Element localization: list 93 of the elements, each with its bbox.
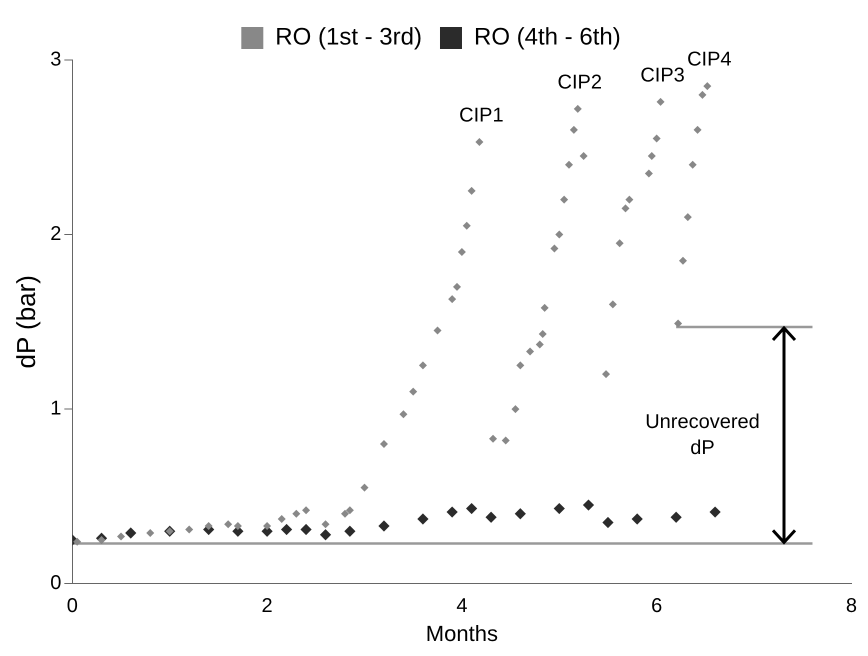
point bbox=[322, 520, 330, 528]
point bbox=[434, 326, 442, 335]
point bbox=[489, 434, 498, 443]
point bbox=[475, 138, 484, 146]
point bbox=[292, 510, 300, 518]
point bbox=[98, 536, 106, 544]
point bbox=[125, 527, 136, 539]
y-axis-title: dP (bar) bbox=[10, 275, 41, 369]
point bbox=[580, 152, 588, 160]
point bbox=[468, 186, 476, 195]
point bbox=[688, 160, 697, 169]
point bbox=[550, 244, 558, 252]
point bbox=[621, 204, 630, 212]
point bbox=[448, 295, 456, 304]
point bbox=[234, 522, 242, 530]
point bbox=[625, 196, 634, 204]
point bbox=[224, 520, 232, 528]
annotation: CIP3 bbox=[640, 64, 685, 86]
x-tick-label: 6 bbox=[651, 595, 662, 618]
annotation: CIP1 bbox=[459, 104, 504, 127]
point bbox=[486, 512, 497, 523]
point bbox=[446, 506, 458, 518]
point bbox=[574, 104, 582, 113]
point bbox=[146, 528, 154, 537]
x-tick-label: 8 bbox=[846, 595, 857, 618]
legend-label: RO (4th - 6th) bbox=[474, 24, 621, 51]
point bbox=[344, 526, 356, 537]
legend-label: RO (1st - 3rd) bbox=[275, 24, 422, 51]
y-tick-label: 0 bbox=[50, 572, 62, 594]
annotation: Unrecovered dP bbox=[645, 410, 760, 459]
point bbox=[560, 196, 568, 204]
x-tick-label: 4 bbox=[456, 595, 468, 618]
y-tick-label: 1 bbox=[50, 398, 62, 420]
point bbox=[399, 410, 408, 418]
point bbox=[300, 524, 312, 536]
point bbox=[602, 370, 610, 378]
point bbox=[378, 520, 390, 532]
point bbox=[417, 513, 429, 525]
point bbox=[280, 524, 292, 536]
point bbox=[204, 522, 213, 530]
point bbox=[570, 126, 578, 134]
point bbox=[516, 361, 524, 370]
point bbox=[536, 340, 544, 348]
point bbox=[453, 282, 462, 291]
point bbox=[632, 513, 643, 525]
point bbox=[540, 304, 549, 312]
point bbox=[678, 256, 687, 265]
point bbox=[565, 160, 574, 169]
point bbox=[458, 248, 466, 256]
point bbox=[73, 538, 82, 546]
point bbox=[555, 230, 564, 239]
point bbox=[582, 499, 594, 511]
point bbox=[278, 515, 286, 524]
point bbox=[380, 440, 388, 448]
point bbox=[514, 508, 526, 520]
point bbox=[648, 152, 656, 160]
annotation: CIP2 bbox=[558, 71, 602, 94]
point bbox=[538, 330, 547, 338]
point bbox=[703, 82, 712, 90]
point bbox=[656, 98, 665, 106]
point bbox=[462, 222, 471, 230]
point bbox=[185, 525, 194, 534]
point bbox=[418, 361, 427, 370]
point bbox=[616, 239, 624, 248]
point bbox=[320, 529, 332, 540]
point bbox=[341, 510, 350, 518]
point bbox=[554, 502, 565, 514]
point bbox=[602, 516, 614, 528]
y-tick-label: 2 bbox=[50, 223, 62, 246]
point bbox=[346, 506, 354, 514]
point bbox=[608, 300, 617, 308]
point bbox=[263, 522, 272, 530]
point bbox=[684, 213, 692, 222]
point bbox=[117, 532, 126, 540]
point bbox=[709, 506, 721, 518]
point bbox=[644, 169, 653, 178]
point bbox=[502, 436, 510, 444]
point bbox=[652, 134, 661, 143]
y-tick-label: 3 bbox=[50, 48, 62, 71]
point bbox=[360, 484, 368, 492]
x-tick-label: 0 bbox=[66, 595, 78, 618]
point bbox=[511, 405, 520, 414]
point bbox=[674, 320, 682, 328]
point bbox=[698, 90, 706, 99]
x-tick-label: 2 bbox=[262, 595, 273, 618]
annotation: CIP4 bbox=[687, 48, 732, 71]
point bbox=[302, 506, 310, 514]
point bbox=[526, 347, 534, 356]
x-axis-title: Months bbox=[426, 620, 498, 646]
point bbox=[409, 388, 418, 396]
point bbox=[466, 502, 478, 514]
point bbox=[670, 512, 682, 523]
point bbox=[694, 126, 702, 134]
